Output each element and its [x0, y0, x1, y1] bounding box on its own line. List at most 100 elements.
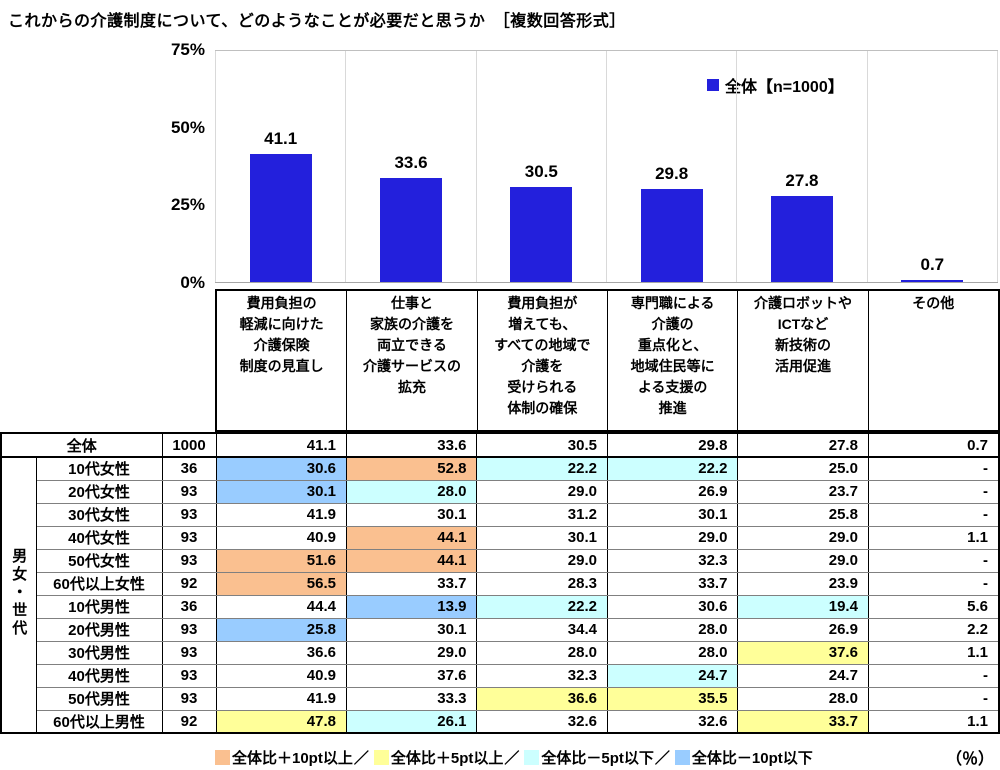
bar	[770, 195, 833, 282]
data-cell: 34.4	[476, 618, 608, 642]
data-cell: 30.1	[476, 526, 608, 550]
table-row: 20代男性 93 25.8 30.1 34.4 28.0 26.9 2.2	[1, 618, 1000, 642]
data-cell: 23.9	[737, 572, 869, 596]
data-cell: 40.9	[216, 664, 348, 688]
table-row: 40代男性 93 40.9 37.6 32.3 24.7 24.7-	[1, 664, 1000, 688]
data-cell: 56.5	[216, 572, 348, 596]
data-cell: 51.6	[216, 549, 348, 573]
group-label-cell: 男女・世代	[1, 457, 37, 734]
table-row: 男女・世代 10代女性 36 30.6 52.8 22.2 22.2 25.0-	[1, 457, 1000, 734]
n-cell: 93	[162, 549, 217, 573]
footer-item-label: 全体比＋10pt以上	[232, 749, 353, 767]
bar	[379, 177, 442, 282]
n-cell: 92	[162, 710, 217, 734]
bar-value-label: 41.1	[264, 129, 298, 149]
n-cell: 1000	[162, 433, 217, 458]
footer-item-label: 全体比＋5pt以上	[390, 749, 504, 767]
data-cell: 52.8	[346, 457, 478, 481]
ytick-label: 0%	[180, 273, 205, 292]
data-cell: 30.1	[607, 503, 739, 527]
data-cell: 30.6	[216, 457, 348, 481]
bar-chart: 全体【n=1000】 41.1 33.6 30.5 29.8 27.8 0.7 75% 50…	[0, 0, 1000, 292]
n-cell: 93	[162, 641, 217, 665]
n-cell: 93	[162, 664, 217, 688]
data-cell: 19.4	[737, 595, 869, 619]
data-cell: 36.6	[476, 687, 608, 711]
data-cell: -	[868, 457, 1000, 481]
data-cell: 29.0	[476, 549, 608, 573]
data-cell: -	[868, 572, 1000, 596]
bar-value-label: 0.7	[920, 254, 945, 274]
chart-column: 30.5	[475, 51, 606, 282]
footer-separator: ／	[504, 749, 520, 767]
category-header-cell: 介護ロボットや ICTなど 新技術の 活用促進	[737, 291, 867, 430]
data-cell: 32.6	[476, 710, 608, 734]
category-header-row: 費用負担の 軽減に向けた 介護保険 制度の見直し 仕事と 家族の介護を 両立できる…	[215, 289, 1000, 432]
footer-separator: ／	[654, 749, 670, 767]
ytick-label: 75%	[170, 40, 205, 59]
chart-column: 29.8	[605, 51, 736, 282]
table-row: 50代女性 93 51.6 44.1 29.0 32.3 29.0-	[1, 549, 1000, 573]
bar-value-label: 33.6	[394, 152, 428, 172]
row-label-cell: 10代男性	[36, 595, 163, 619]
bar-value-label: 30.5	[524, 162, 558, 182]
data-cell: 41.1	[216, 433, 348, 458]
data-cell: 24.7	[737, 664, 869, 688]
page-title: これからの介護制度について、どのようなことが必要だと思うか ［複数回答形式］	[8, 13, 626, 30]
data-cell: 28.0	[607, 618, 739, 642]
data-cell: 47.8	[216, 710, 348, 734]
data-cell: 22.2	[476, 457, 608, 481]
data-cell: 33.6	[346, 433, 478, 458]
data-cell: -	[868, 549, 1000, 573]
footer-swatch-icon	[524, 749, 540, 765]
bar	[510, 187, 573, 282]
data-cell: 30.1	[216, 480, 348, 504]
data-cell: 1.1	[868, 710, 1000, 734]
bar	[901, 279, 964, 282]
chart-column: 27.8	[736, 51, 866, 282]
data-cell: 22.2	[607, 457, 739, 481]
plot-area: 全体【n=1000】 41.1 33.6 30.5 29.8 27.8 0.7	[215, 50, 998, 283]
data-cell: 35.5	[607, 687, 739, 711]
data-cell: 37.6	[737, 641, 869, 665]
data-cell: 25.8	[216, 618, 348, 642]
data-cell: 41.9	[216, 503, 348, 527]
data-cell: 44.1	[346, 526, 478, 550]
data-cell: 1.1	[868, 641, 1000, 665]
category-header-cell: 仕事と 家族の介護を 両立できる 介護サービスの 拡充	[346, 291, 476, 430]
data-cell: 33.7	[607, 572, 739, 596]
category-header-cell: 費用負担が 増えても、 すべての地域で 介護を 受けられる 体制の確保	[476, 291, 607, 430]
data-cell: 44.4	[216, 595, 348, 619]
data-cell: 30.1	[346, 618, 478, 642]
data-cell: 33.3	[346, 687, 478, 711]
n-cell: 93	[162, 480, 217, 504]
data-cell: 28.0	[607, 641, 739, 665]
data-cell: 28.3	[476, 572, 608, 596]
data-cell: 33.7	[346, 572, 478, 596]
row-label-cell: 20代女性	[36, 480, 163, 504]
row-label-cell: 50代女性	[36, 549, 163, 573]
bar	[249, 154, 312, 282]
data-cell: 29.0	[476, 480, 608, 504]
n-cell: 93	[162, 618, 217, 642]
ytick-label: 50%	[170, 117, 205, 137]
data-cell: 30.1	[346, 503, 478, 527]
category-header-cell: 費用負担の 軽減に向けた 介護保険 制度の見直し	[239, 295, 324, 374]
n-cell: 93	[162, 503, 217, 527]
data-cell: 33.7	[737, 710, 869, 734]
footer-item-label: 全体比－10pt以下	[691, 749, 813, 767]
n-cell: 93	[162, 687, 217, 711]
footer-swatch-icon	[674, 749, 690, 765]
data-cell: 41.9	[216, 687, 348, 711]
bar-value-label: 27.8	[785, 170, 819, 190]
row-label-cell: 20代男性	[36, 618, 163, 642]
data-cell: 28.0	[737, 687, 869, 711]
category-header-cell: 専門職による 介護の 重点化と、 地域住民等に よる支援の 推進	[606, 291, 737, 430]
data-cell: 36.6	[216, 641, 348, 665]
table-row: 40代女性 93 40.9 44.1 30.1 29.0 29.0 1.1	[1, 526, 1000, 550]
chart-legend: 全体【n=1000】	[707, 73, 844, 97]
data-cell: 30.6	[607, 595, 739, 619]
footer-swatch-icon	[215, 749, 230, 765]
n-cell: 93	[162, 526, 217, 550]
data-cell: 29.0	[737, 549, 869, 573]
